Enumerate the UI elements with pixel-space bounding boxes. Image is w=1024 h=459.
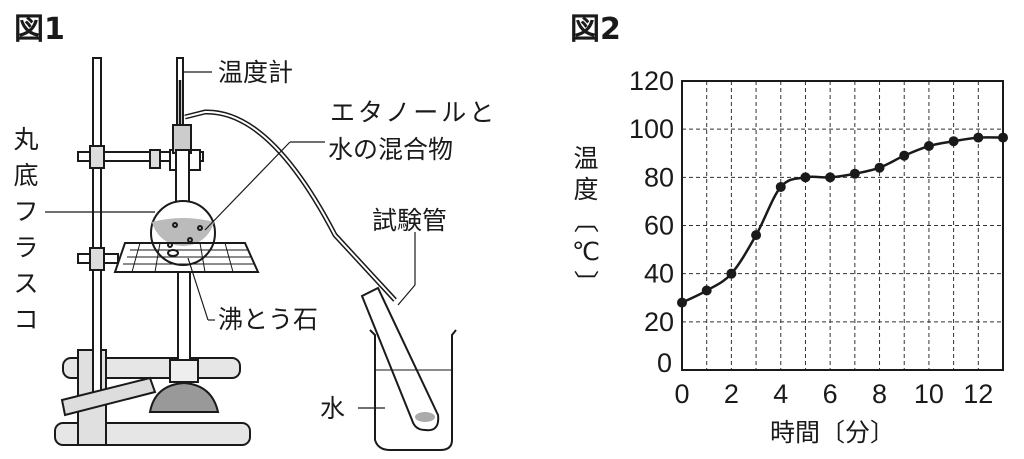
data-point	[899, 150, 910, 161]
y-tick-label: 120	[629, 66, 674, 96]
data-point	[751, 230, 762, 241]
x-tick-label: 2	[724, 379, 739, 409]
plot-frame	[681, 80, 1004, 371]
data-point	[998, 132, 1008, 143]
distillation-apparatus	[45, 57, 457, 451]
label-thermometer: 温度計	[218, 58, 294, 87]
label-water: 水	[320, 394, 346, 423]
figure1-title: 図1	[14, 12, 65, 47]
x-tick-label: 6	[823, 379, 838, 409]
wire-gauze	[113, 242, 260, 273]
x-axis-label: 時間〔分〕	[770, 418, 896, 447]
data-point	[973, 132, 984, 143]
beaker	[369, 329, 457, 451]
gas-hose	[60, 376, 157, 417]
y-tick-label: 80	[644, 162, 674, 192]
data-point	[849, 168, 860, 179]
y-tick-label: 0	[657, 348, 672, 378]
label-mixture-line1: エタノールと	[330, 98, 498, 127]
data-point	[923, 141, 934, 152]
x-tick-label: 10	[914, 379, 944, 409]
data-point	[874, 162, 885, 173]
gas-burner	[60, 271, 220, 417]
data-point	[825, 172, 836, 183]
test-tube	[360, 286, 440, 432]
data-point	[726, 268, 737, 279]
y-tick-label: 100	[629, 114, 674, 144]
x-tick-label: 0	[674, 379, 689, 409]
label-test-tube: 試験管	[372, 206, 448, 235]
figure2-title: 図2	[570, 12, 621, 47]
y-tick-label: 20	[644, 307, 674, 337]
data-point	[948, 136, 959, 147]
x-tick-label: 8	[872, 379, 887, 409]
x-tick-label: 12	[963, 379, 993, 409]
data-point	[677, 297, 687, 308]
data-point	[800, 172, 811, 183]
label-mixture-line2: 水の混合物	[328, 135, 454, 164]
y-tick-label: 60	[644, 211, 674, 241]
thermometer	[172, 57, 192, 154]
leader-lines	[45, 71, 416, 409]
x-tick-label: 4	[773, 379, 788, 409]
label-flask: 丸底フラスコ	[13, 125, 39, 334]
y-axis-label: 温度〔 ℃ 〕	[571, 144, 601, 296]
data-point	[701, 285, 712, 296]
y-tick-label: 40	[644, 259, 674, 289]
data-point	[775, 181, 786, 192]
clamp-lower	[77, 247, 119, 271]
round-bottom-flask	[150, 149, 216, 266]
label-boiling-stone: 沸とう石	[218, 305, 319, 334]
